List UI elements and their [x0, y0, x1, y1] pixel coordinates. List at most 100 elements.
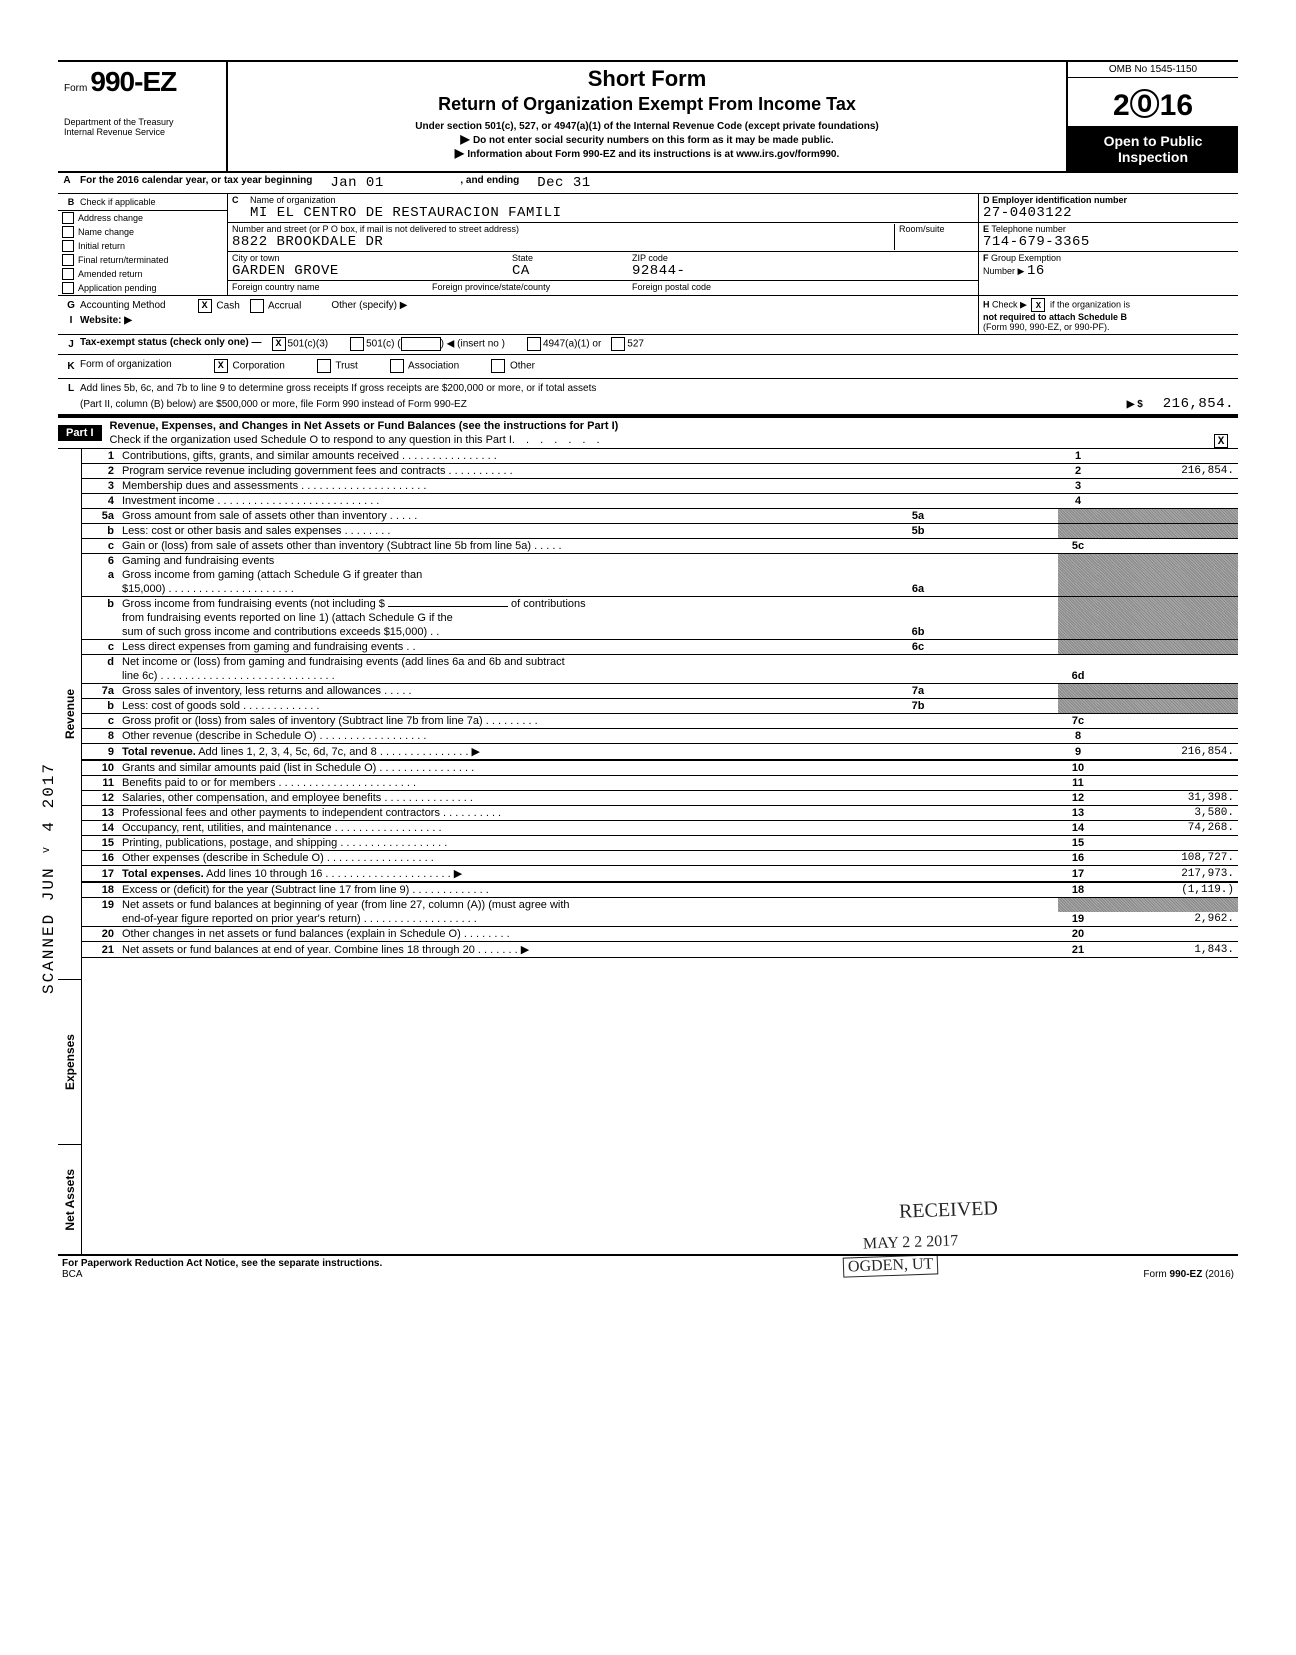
line-mid-num: 6a	[898, 582, 938, 597]
line-rval	[1098, 776, 1238, 791]
shaded-cell	[1098, 640, 1238, 655]
shaded-cell	[1058, 898, 1098, 913]
letter-k: K	[62, 359, 80, 374]
line-mid-num: 6c	[898, 640, 938, 655]
insert-no-box[interactable]	[401, 337, 441, 351]
line-rval: 2,962.	[1098, 912, 1238, 927]
line-desc: Gross sales of inventory, less returns a…	[122, 685, 381, 697]
line-num	[82, 625, 118, 640]
line-desc: Net assets or fund balances at end of ye…	[122, 944, 475, 956]
checkbox-icon[interactable]	[62, 212, 74, 224]
checkbox-cash[interactable]	[198, 299, 212, 313]
shaded-cell	[1058, 582, 1098, 597]
line-desc: Less: cost or other basis and sales expe…	[122, 525, 342, 537]
line-rnum: 14	[1058, 821, 1098, 836]
line-rnum: 9	[1058, 744, 1098, 761]
line-rnum: 17	[1058, 866, 1098, 883]
other-org-label: Other	[510, 361, 535, 372]
line-desc: Program service revenue including govern…	[122, 465, 445, 477]
form-990ez: SCANNED JUN ᵛ 4 2017 Form 990-EZ Departm…	[58, 60, 1238, 1282]
shaded-cell	[1098, 554, 1238, 569]
line-rnum: 18	[1058, 882, 1098, 898]
part1-sub: Check if the organization used Schedule …	[110, 434, 512, 448]
line-mid-val	[938, 582, 1058, 597]
line-rval	[1098, 714, 1238, 729]
zip-label: ZIP code	[632, 253, 685, 263]
line-rnum: 21	[1058, 942, 1098, 958]
line-num: 20	[82, 927, 118, 942]
cb-initial-return: Initial return	[58, 239, 227, 253]
line-rnum: 15	[1058, 836, 1098, 851]
line-20: 20Other changes in net assets or fund ba…	[82, 927, 1238, 942]
section-l: LAdd lines 5b, 6c, and 7b to line 9 to d…	[58, 379, 1238, 416]
check-if-applicable: Check if applicable	[80, 197, 156, 207]
l-text2: (Part II, column (B) below) are $500,000…	[80, 399, 467, 410]
checkbox-trust[interactable]	[317, 359, 331, 373]
line-rval: 216,854.	[1098, 464, 1238, 479]
line-desc: Excess or (deficit) for the year (Subtra…	[122, 884, 409, 896]
header-sub3: ▶ Information about Form 990-EZ and its …	[236, 146, 1058, 160]
shaded-cell	[1098, 597, 1238, 612]
line-rval	[1098, 479, 1238, 494]
open-line1: Open to Public	[1070, 133, 1236, 149]
open-line2: Inspection	[1070, 149, 1236, 165]
section-a-tax-year: A For the 2016 calendar year, or tax yea…	[58, 173, 1238, 194]
cb-label: Final return/terminated	[78, 255, 169, 265]
line-rval: 108,727.	[1098, 851, 1238, 866]
checkbox-h[interactable]	[1031, 298, 1045, 312]
line-rval: 74,268.	[1098, 821, 1238, 836]
line-num: 18	[82, 882, 118, 898]
gross-receipts-value: 216,854.	[1163, 396, 1234, 412]
state-label: State	[512, 253, 632, 263]
line-num: 1	[82, 449, 118, 464]
checkbox-501c[interactable]	[350, 337, 364, 351]
checkbox-corp[interactable]	[214, 359, 228, 373]
line-desc: Membership dues and assessments	[122, 480, 298, 492]
form-footer-label: Form	[1143, 1269, 1169, 1280]
cb-amended-return: Amended return	[58, 267, 227, 281]
line-desc: Less: cost of goods sold	[122, 700, 240, 712]
checkbox-501c3[interactable]	[272, 337, 286, 351]
checkbox-accrual[interactable]	[250, 299, 264, 313]
checkbox-icon[interactable]	[62, 226, 74, 238]
line-desc: Benefits paid to or for members	[122, 777, 275, 789]
checkbox-icon[interactable]	[62, 268, 74, 280]
website-label: Website: ▶	[80, 315, 132, 326]
checkbox-other-org[interactable]	[491, 359, 505, 373]
line-17: 17Total expenses. Add lines 10 through 1…	[82, 866, 1238, 883]
shaded-cell	[1098, 611, 1238, 625]
section-a-mid: , and ending	[456, 173, 523, 193]
ogden-stamp: OGDEN, UT	[842, 1254, 938, 1277]
omb-number: OMB No 1545-1150	[1068, 62, 1238, 78]
line-rval: 217,973.	[1098, 866, 1238, 883]
checkbox-527[interactable]	[611, 337, 625, 351]
line-1: 1Contributions, gifts, grants, and simil…	[82, 449, 1238, 464]
section-a-label: For the 2016 calendar year, or tax year …	[76, 173, 316, 193]
city-row: City or town GARDEN GROVE State CA ZIP c…	[228, 252, 978, 281]
line-4: 4Investment income . . . . . . . . . . .…	[82, 494, 1238, 509]
tax-year: 2⓪16	[1068, 78, 1238, 127]
line-5a: 5aGross amount from sale of assets other…	[82, 509, 1238, 524]
line-6b-1: bGross income from fundraising events (n…	[82, 597, 1238, 612]
checkbox-icon[interactable]	[62, 254, 74, 266]
arrow-icon: ▶	[454, 868, 462, 880]
line-num: 3	[82, 479, 118, 494]
line-num: 4	[82, 494, 118, 509]
opt-4947: 4947(a)(1) or	[543, 339, 601, 350]
checkbox-schedule-o[interactable]	[1214, 434, 1228, 448]
checkbox-4947[interactable]	[527, 337, 541, 351]
accrual-label: Accrual	[268, 300, 301, 311]
foreign-postal-label: Foreign postal code	[632, 282, 711, 292]
group-row: F Group Exemption Number ▶ 16	[979, 252, 1238, 280]
checkbox-icon[interactable]	[62, 240, 74, 252]
checkbox-assoc[interactable]	[390, 359, 404, 373]
dept-treasury: Department of the Treasury Internal Reve…	[64, 118, 220, 138]
line-desc: Investment income	[122, 495, 214, 507]
checkbox-icon[interactable]	[62, 282, 74, 294]
cb-final-return: Final return/terminated	[58, 253, 227, 267]
tel-row: E Telephone number 714-679-3365	[979, 223, 1238, 252]
state-value: CA	[512, 263, 632, 279]
scanned-stamp: SCANNED JUN ᵛ 4 2017	[40, 762, 58, 994]
expenses-label: Expenses	[63, 1034, 77, 1090]
line-desc: Gross amount from sale of assets other t…	[122, 510, 387, 522]
